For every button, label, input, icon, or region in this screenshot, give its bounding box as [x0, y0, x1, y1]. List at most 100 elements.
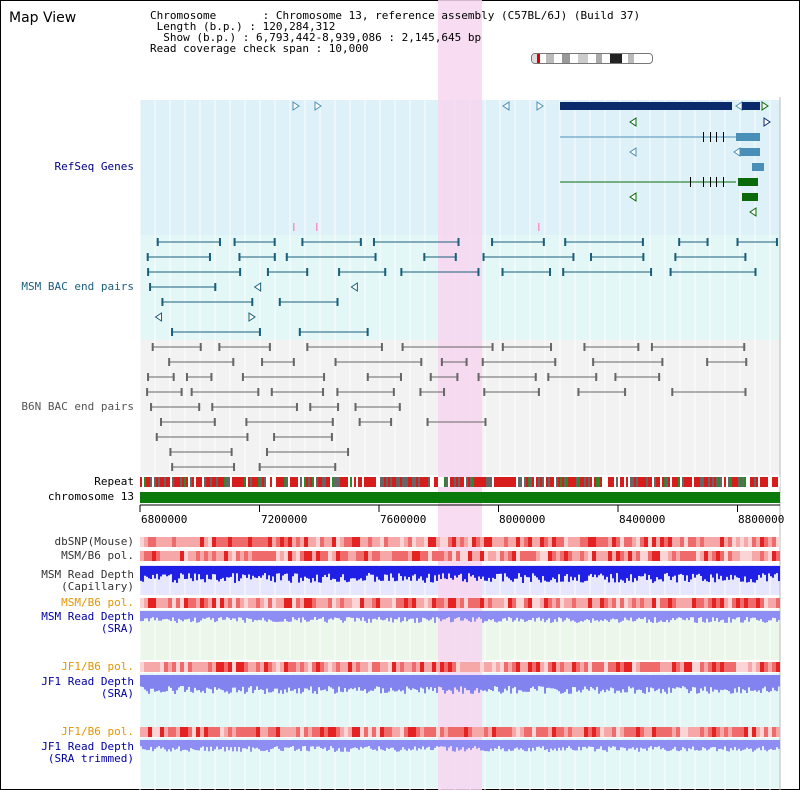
repeat-segment	[534, 477, 536, 487]
polymorphism-cell	[368, 537, 372, 547]
repeat-segment	[290, 477, 292, 487]
polymorphism-cell	[680, 598, 684, 608]
polymorphism-cell	[756, 537, 760, 547]
repeat-segment	[234, 477, 236, 487]
depth-bar	[468, 566, 470, 574]
polymorphism-cell	[644, 551, 648, 561]
label-msm-bac[interactable]: MSM BAC end pairs	[21, 280, 134, 293]
repeat-segment	[366, 477, 368, 487]
polymorphism-cell	[736, 551, 740, 561]
depth-bar	[288, 675, 290, 688]
depth-bar	[630, 740, 632, 749]
bac-end	[477, 373, 480, 381]
depth-bar	[498, 740, 500, 747]
depth-bar	[508, 566, 510, 579]
depth-bar	[500, 566, 502, 574]
repeat-segment	[700, 477, 702, 487]
depth-bar	[656, 566, 658, 578]
depth-bar	[552, 740, 554, 751]
depth-bar	[518, 740, 520, 750]
depth-bar	[618, 740, 620, 751]
polymorphism-cell	[248, 727, 252, 737]
polymorphism-cell	[432, 551, 436, 561]
depth-bar	[440, 566, 442, 580]
repeat-segment	[160, 477, 162, 487]
depth-bar	[620, 566, 622, 580]
polymorphism-cell	[496, 727, 500, 737]
repeat-segment	[344, 477, 346, 487]
label-b6n-bac[interactable]: B6N BAC end pairs	[21, 400, 134, 413]
depth-bar	[148, 611, 150, 622]
depth-bar	[388, 611, 390, 622]
polymorphism-cell	[408, 537, 412, 547]
depth-bar	[410, 675, 412, 691]
repeat-segment	[384, 477, 386, 487]
polymorphism-cell	[344, 537, 348, 547]
depth-bar	[658, 566, 660, 580]
depth-bar	[420, 566, 422, 577]
depth-bar	[364, 611, 366, 622]
polymorphism-cell	[520, 662, 524, 672]
bac-end	[258, 463, 261, 471]
depth-bar	[432, 611, 434, 618]
label-refseq[interactable]: RefSeq Genes	[54, 160, 134, 173]
depth-bar	[718, 675, 720, 693]
depth-bar	[192, 566, 194, 582]
depth-bar	[484, 566, 486, 581]
depth-bar	[610, 675, 612, 688]
repeat-segment	[524, 477, 526, 487]
depth-bar	[374, 740, 376, 750]
depth-bar	[486, 740, 488, 752]
polymorphism-cell	[652, 662, 656, 672]
polymorphism-cell	[636, 551, 640, 561]
depth-bar	[668, 611, 670, 623]
depth-bar	[218, 611, 220, 618]
depth-bar	[628, 566, 630, 581]
depth-bar	[586, 740, 588, 749]
depth-bar	[292, 740, 294, 747]
polymorphism-cell	[424, 598, 428, 608]
polymorphism-cell	[620, 598, 624, 608]
repeat-segment	[408, 477, 410, 487]
polymorphism-cell	[724, 598, 728, 608]
depth-bar	[670, 566, 672, 581]
depth-bar	[404, 740, 406, 750]
repeat-segment	[480, 477, 482, 487]
polymorphism-cell	[668, 551, 672, 561]
polymorphism-cell	[444, 537, 448, 547]
polymorphism-cell	[152, 537, 156, 547]
depth-bar	[572, 740, 574, 750]
repeat-segment	[482, 477, 484, 487]
depth-bar	[142, 566, 144, 582]
depth-bar	[344, 611, 346, 621]
polymorphism-cell	[384, 551, 388, 561]
depth-bar	[194, 611, 196, 618]
polymorphism-cell	[532, 551, 536, 561]
depth-bar	[742, 566, 744, 582]
chromosome-ideogram[interactable]	[531, 53, 653, 64]
depth-bar	[580, 740, 582, 751]
depth-bar	[154, 566, 156, 579]
depth-bar	[766, 611, 768, 623]
repeat-segment	[574, 477, 576, 487]
bac-end	[218, 343, 221, 351]
depth-bar	[342, 566, 344, 575]
polymorphism-cell	[464, 598, 468, 608]
polymorphism-cell	[216, 598, 220, 608]
depth-bar	[682, 566, 684, 575]
depth-bar	[390, 740, 392, 748]
depth-bar	[642, 611, 644, 620]
repeat-segment	[620, 477, 622, 487]
depth-bar	[418, 740, 420, 749]
depth-bar	[656, 740, 658, 748]
polymorphism-cell	[640, 662, 644, 672]
depth-bar	[280, 611, 282, 622]
polymorphism-cell	[776, 537, 780, 547]
depth-bar	[168, 740, 170, 750]
depth-bar	[492, 675, 494, 692]
depth-bar	[446, 675, 448, 691]
depth-bar	[192, 675, 194, 693]
repeat-segment	[170, 477, 172, 487]
depth-bar	[722, 566, 724, 581]
